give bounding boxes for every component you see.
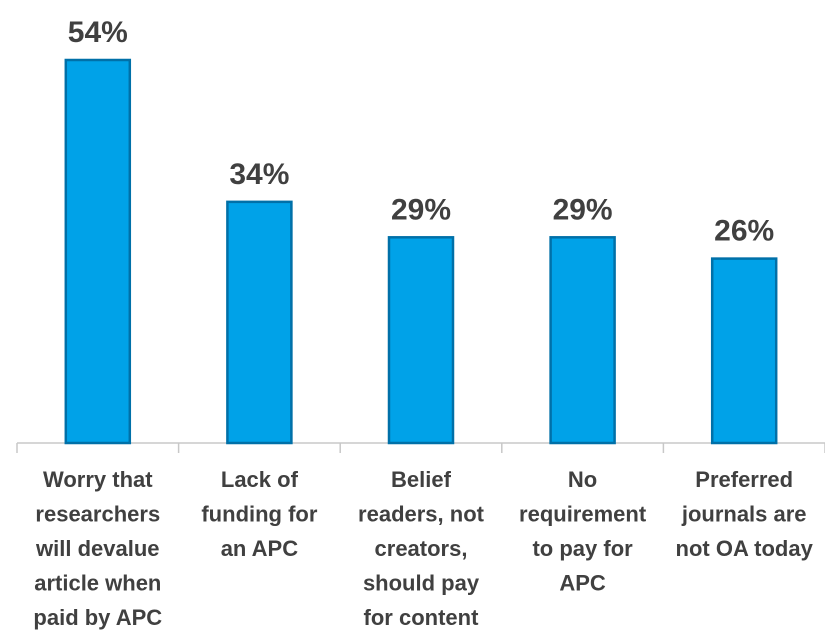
category-label: requirement [519, 502, 647, 527]
bar [710, 257, 778, 445]
category-label: readers, not [358, 502, 485, 527]
bar [64, 58, 132, 445]
category-label: article when [34, 571, 161, 596]
category-label: APC [559, 571, 606, 596]
bar [387, 236, 455, 445]
data-label: 54% [68, 16, 128, 49]
data-label: 29% [391, 193, 451, 226]
data-label: 29% [553, 193, 613, 226]
bar [226, 200, 293, 445]
category-label: an APC [221, 536, 299, 561]
category-label: will devalue [35, 536, 160, 561]
data-label: 26% [714, 215, 774, 248]
category-label: researchers [35, 502, 160, 527]
category-label: Preferred [695, 467, 793, 492]
category-label: Worry that [43, 467, 153, 492]
category-label: creators, [375, 536, 468, 561]
data-label: 34% [229, 158, 289, 191]
category-label: Lack of [221, 467, 299, 492]
category-label: to pay for [532, 536, 633, 561]
bar [549, 236, 616, 445]
category-label: journals are [681, 502, 807, 527]
category-label: paid by APC [33, 605, 162, 630]
category-label: should pay [363, 571, 480, 596]
category-label: for content [364, 605, 480, 630]
category-label: funding for [201, 502, 318, 527]
category-label: Belief [391, 467, 452, 492]
category-label: No [568, 467, 597, 492]
category-label: not OA today [676, 536, 814, 561]
